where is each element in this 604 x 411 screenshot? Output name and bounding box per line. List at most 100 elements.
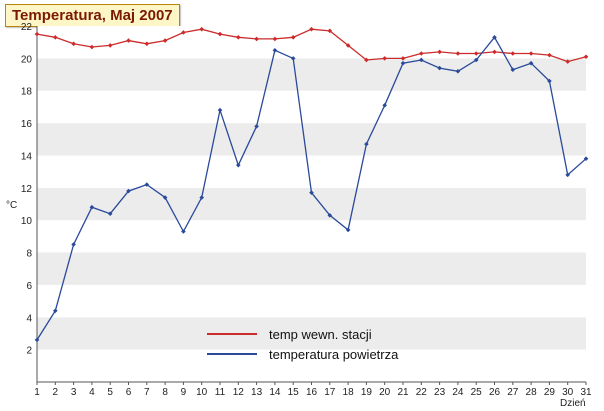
x-tick-label: 9	[181, 387, 187, 398]
data-point	[492, 35, 497, 40]
x-tick-label: 17	[324, 387, 336, 398]
y-tick-label: 16	[21, 119, 33, 130]
x-tick-label: 18	[343, 387, 355, 398]
data-point	[162, 38, 168, 43]
data-point	[364, 141, 369, 147]
data-point	[345, 227, 351, 233]
data-point	[107, 211, 113, 217]
x-tick-label: 29	[544, 387, 556, 398]
y-tick-label: 4	[26, 313, 32, 324]
data-point	[272, 36, 278, 42]
grid-band	[37, 220, 586, 253]
x-tick-label: 11	[215, 387, 226, 398]
data-point	[400, 56, 406, 61]
series-points	[34, 26, 589, 343]
x-tick-label: 25	[471, 387, 483, 398]
x-tick-label: 27	[507, 387, 519, 398]
data-point	[437, 49, 442, 55]
x-tick-label: 19	[361, 387, 373, 398]
data-point	[107, 43, 113, 48]
grid-band	[37, 90, 586, 124]
data-point	[309, 26, 314, 32]
data-point	[364, 57, 369, 63]
data-point	[199, 26, 204, 32]
x-tick-label: 28	[526, 387, 538, 398]
data-point	[162, 195, 168, 200]
x-tick-label: 14	[269, 387, 281, 398]
legend-label: temperatura powietrza	[269, 347, 399, 362]
x-tick-label: 22	[416, 387, 428, 398]
x-tick-label: 30	[562, 387, 574, 398]
data-point	[382, 56, 387, 61]
data-point	[144, 41, 150, 47]
y-tick-label: 8	[26, 249, 32, 260]
grid-band	[37, 123, 586, 156]
grid-band	[37, 349, 586, 382]
y-tick-label: 20	[21, 54, 33, 65]
y-tick-label: 2	[26, 346, 32, 357]
x-tick-label: 21	[397, 387, 409, 398]
x-tick-label: 13	[251, 387, 263, 398]
y-axis-label: °C	[6, 200, 17, 211]
data-point	[53, 308, 58, 314]
data-point	[345, 43, 351, 48]
data-point	[400, 60, 406, 66]
data-point	[309, 190, 314, 195]
data-point	[290, 56, 296, 61]
y-tick-label: 6	[26, 281, 32, 292]
data-point	[34, 31, 40, 37]
data-point	[547, 52, 552, 58]
x-tick-label: 10	[196, 387, 208, 398]
y-tick-label: 22	[21, 22, 33, 33]
data-point	[327, 213, 333, 218]
grid-band	[37, 58, 586, 91]
data-point	[181, 30, 186, 35]
data-point	[492, 49, 497, 55]
data-point	[583, 54, 589, 60]
chart-title: Temperatura, Maj 2007	[5, 4, 180, 27]
data-point	[89, 204, 95, 210]
grid-band	[37, 252, 586, 285]
x-tick-label: 8	[162, 387, 168, 398]
data-point	[565, 59, 570, 64]
x-tick-labels: 1 2 3 4 5 6 7 8 9 10 11 12 13 14 15 16 17 18 19 20 21 22 23 24 2…	[34, 382, 592, 398]
data-point	[199, 195, 204, 200]
x-tick-label: 7	[144, 387, 150, 398]
grid-band	[37, 155, 586, 188]
x-tick-label: 3	[71, 387, 77, 398]
data-point	[327, 28, 333, 34]
y-tick-label: 10	[21, 216, 33, 227]
data-point	[126, 38, 131, 43]
data-point	[126, 188, 131, 194]
data-point	[236, 162, 241, 168]
data-point	[71, 242, 76, 247]
x-tick-label: 31	[580, 387, 592, 398]
data-point	[565, 172, 570, 178]
x-tick-label: 15	[288, 387, 300, 398]
x-tick-label: 26	[489, 387, 501, 398]
data-point	[181, 229, 186, 234]
data-point	[455, 51, 461, 56]
data-point	[455, 69, 461, 74]
x-tick-label: 16	[306, 387, 318, 398]
x-tick-label: 5	[107, 387, 113, 398]
data-point	[437, 65, 442, 71]
data-point	[272, 47, 278, 53]
data-point	[510, 67, 516, 72]
grid-band	[37, 317, 586, 350]
data-point	[254, 36, 259, 42]
data-point	[547, 78, 552, 84]
y-tick-label: 12	[21, 184, 33, 195]
data-point	[419, 57, 424, 63]
data-point	[236, 35, 241, 40]
x-tick-label: 1	[34, 387, 40, 398]
data-point	[419, 51, 424, 56]
data-point	[510, 51, 516, 56]
data-point	[34, 337, 40, 343]
data-point	[583, 156, 589, 161]
x-tick-label: 6	[126, 387, 132, 398]
legend: temp wewn. stacji temperatura powietrza	[207, 327, 399, 362]
legend-label: temp wewn. stacji	[269, 327, 372, 342]
x-axis-label: Dzień	[560, 398, 586, 409]
data-point	[290, 35, 296, 40]
